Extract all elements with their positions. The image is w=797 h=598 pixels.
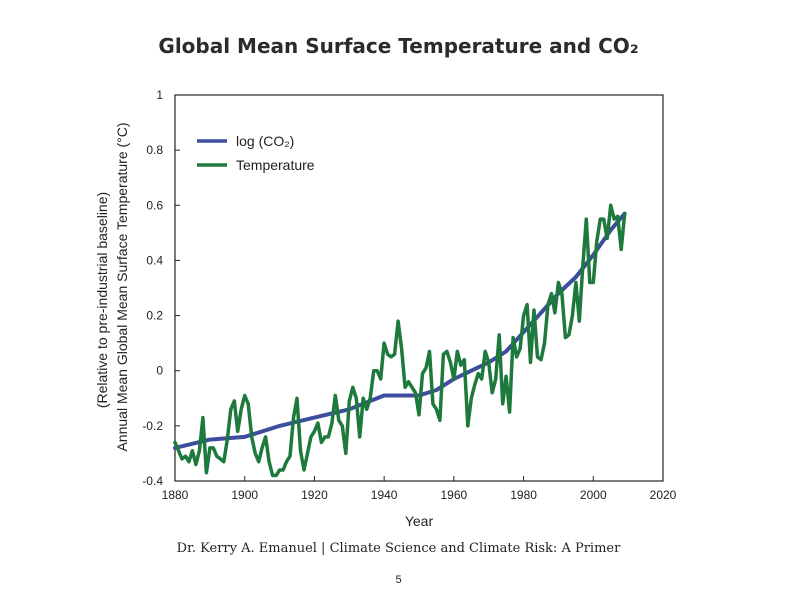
y-tick-label: 1 <box>156 88 163 102</box>
y-tick-label: -0.4 <box>142 474 163 488</box>
legend-label-co2: log (CO₂) <box>236 133 294 149</box>
x-tick-label: 1900 <box>231 488 258 502</box>
page-number: 5 <box>395 574 402 586</box>
x-axis-label: Year <box>405 513 434 529</box>
legend: log (CO₂) Temperature <box>197 133 315 173</box>
y-tick-label: 0 <box>156 364 163 378</box>
y-tick-label: 0.4 <box>146 253 163 267</box>
y-tick-label: 0.6 <box>146 198 163 212</box>
credit-line: Dr. Kerry A. Emanuel | Climate Science a… <box>176 541 621 556</box>
y-tick-label: 0.8 <box>146 143 163 157</box>
x-tick-label: 2020 <box>650 488 677 502</box>
x-tick-label: 1960 <box>441 488 468 502</box>
temperature-line <box>173 203 627 478</box>
legend-label-temperature: Temperature <box>236 157 315 173</box>
x-tick-label: 1980 <box>510 488 537 502</box>
slide-title: Global Mean Surface Temperature and CO₂ <box>158 34 639 58</box>
co2-line <box>173 211 627 450</box>
x-tick-label: 2000 <box>580 488 607 502</box>
plot-frame <box>174 94 664 482</box>
x-tick-label: 1880 <box>162 488 189 502</box>
y-axis-sublabel: (Relative to pre-industrial baseline) <box>94 192 110 408</box>
x-tick-label: 1940 <box>371 488 398 502</box>
series-lines <box>173 203 627 478</box>
axis-ticks: 1880 1900 1920 1940 1960 1980 2000 2020 -0.4 -0.2… <box>142 88 676 502</box>
x-tick-label: 1920 <box>301 488 328 502</box>
y-tick-label: 0.2 <box>146 309 163 323</box>
y-tick-label: -0.2 <box>142 419 163 433</box>
y-axis-label: Annual Mean Global Mean Surface Temperat… <box>114 122 130 451</box>
